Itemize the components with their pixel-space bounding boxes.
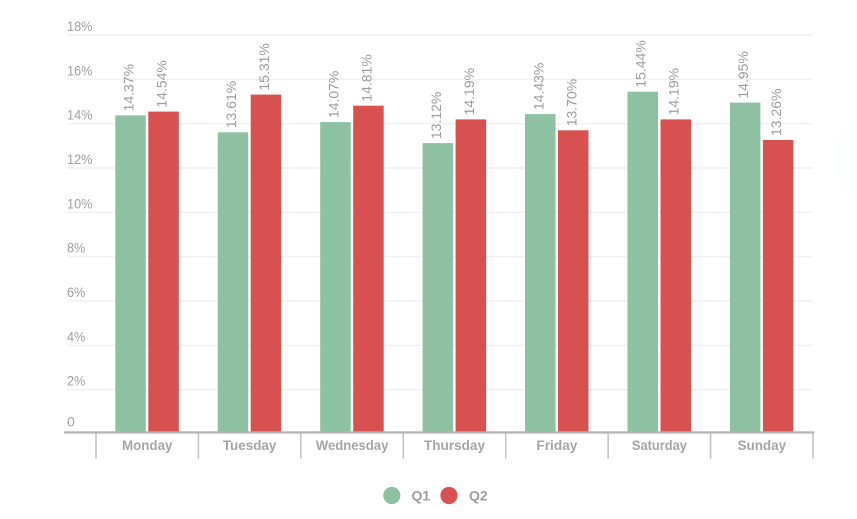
svg-text:15.31%: 15.31%: [256, 43, 272, 90]
svg-text:Q1: Q1: [412, 488, 431, 504]
svg-text:14.19%: 14.19%: [666, 68, 682, 115]
svg-text:14.19%: 14.19%: [461, 68, 477, 115]
svg-text:13.70%: 13.70%: [563, 79, 579, 126]
svg-text:4%: 4%: [67, 328, 85, 344]
svg-text:Thursday: Thursday: [424, 437, 485, 453]
svg-text:16%: 16%: [67, 62, 93, 78]
svg-text:13.26%: 13.26%: [768, 89, 784, 136]
svg-text:6%: 6%: [67, 284, 85, 300]
svg-text:14.81%: 14.81%: [358, 54, 374, 101]
svg-text:Saturday: Saturday: [632, 437, 687, 453]
svg-text:12%: 12%: [67, 151, 93, 167]
svg-text:14.43%: 14.43%: [530, 63, 546, 110]
svg-text:8%: 8%: [67, 240, 85, 256]
svg-text:14.95%: 14.95%: [735, 51, 751, 98]
svg-text:Monday: Monday: [122, 437, 173, 453]
svg-text:Friday: Friday: [536, 437, 577, 453]
svg-text:0: 0: [67, 414, 75, 430]
svg-text:Tuesday: Tuesday: [223, 437, 277, 453]
svg-text:Sunday: Sunday: [738, 437, 787, 453]
svg-text:14.37%: 14.37%: [121, 64, 137, 111]
svg-text:14%: 14%: [67, 107, 93, 123]
svg-text:2%: 2%: [67, 373, 85, 389]
svg-text:Q2: Q2: [469, 488, 488, 504]
svg-text:Wednesday: Wednesday: [316, 437, 389, 453]
svg-text:13.12%: 13.12%: [428, 92, 444, 139]
svg-text:14.07%: 14.07%: [325, 71, 341, 118]
svg-text:15.44%: 15.44%: [633, 40, 649, 87]
svg-text:14.54%: 14.54%: [154, 60, 170, 107]
svg-text:10%: 10%: [67, 195, 93, 211]
svg-text:13.61%: 13.61%: [223, 81, 239, 128]
svg-text:18%: 18%: [67, 18, 93, 34]
